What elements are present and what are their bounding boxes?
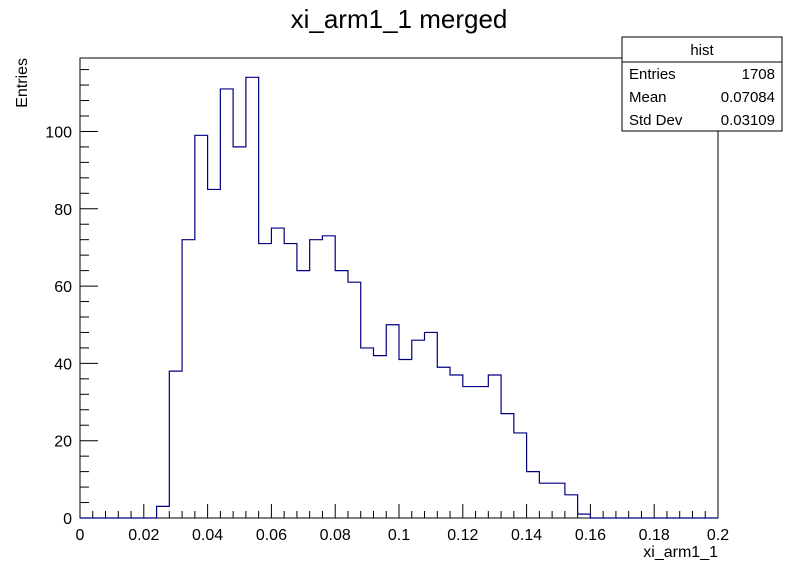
stats-row-label: Std Dev [629,112,683,129]
stats-row-value: 0.03109 [721,112,775,129]
x-tick-label: 0.1 [388,527,410,544]
y-tick-label: 60 [54,279,72,296]
x-tick-label: 0 [76,527,85,544]
x-tick-label: 0.08 [320,527,351,544]
x-tick-label: 0.06 [256,527,287,544]
y-tick-label: 0 [63,511,72,528]
x-tick-label: 0.2 [707,527,729,544]
stats-box-title: hist [690,42,714,59]
stats-rows: Entries 1708 Mean 0.07084 Std Dev 0.03109 [629,66,775,129]
histogram-outline [80,76,718,519]
y-axis: 0 20 40 60 80 100 [45,69,98,528]
y-tick-label: 40 [54,356,72,373]
stats-box-frame [621,36,783,132]
stats-row-label: Entries [629,66,676,83]
x-tick-label: 0.14 [511,527,542,544]
stats-row-value: 0.07084 [721,89,775,106]
y-tick-label: 20 [54,434,72,451]
stats-box: hist Entries 1708 Mean 0.07084 Std Dev 0.0310… [621,36,783,132]
x-tick-label: 0.02 [128,527,159,544]
y-tick-label: 80 [54,202,72,219]
x-tick-label: 0.16 [575,527,606,544]
x-tick-label: 0.12 [447,527,478,544]
stats-row-label: Mean [629,89,667,106]
x-axis-label: xi_arm1_1 [643,544,718,561]
y-tick-label: 100 [45,124,72,141]
x-axis: 0 0.02 0.04 0.06 0.08 0.1 0.12 0.14 0.16 0.18 0.2 [76,504,729,544]
y-axis-label: Entries [14,58,31,108]
x-tick-label: 0.04 [192,527,223,544]
x-tick-label: 0.18 [639,527,670,544]
stats-row-value: 1708 [742,66,775,83]
chart-title: xi_arm1_1 merged [291,4,508,34]
